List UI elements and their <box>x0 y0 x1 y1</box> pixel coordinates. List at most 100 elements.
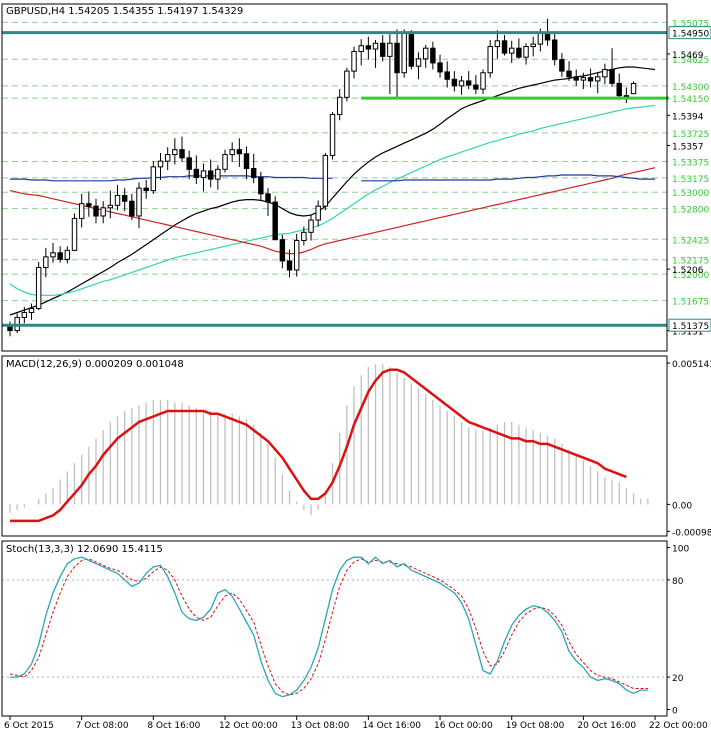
candle-body <box>594 76 601 82</box>
price-tick-label-box <box>669 202 711 215</box>
time-tick-label: 7 Oct 08:00 <box>76 721 129 731</box>
candle-body <box>86 203 92 207</box>
panel-frame <box>1 3 668 352</box>
candle-body <box>387 42 393 57</box>
candle-body <box>157 160 164 168</box>
macd-panel-title: MACD(12,26,9) 0.000209 0.001048 <box>6 359 184 370</box>
candle-body <box>143 187 149 192</box>
candle-body <box>602 68 608 78</box>
price-tick-label: 1.54150 <box>672 95 709 105</box>
time-tick-label: 14 Oct 16:00 <box>362 721 421 731</box>
macd-signal-line <box>10 368 627 523</box>
stoch-tick-label: 20 <box>672 674 684 684</box>
candle-body <box>329 113 336 156</box>
candle-body <box>193 168 200 179</box>
candle-body <box>437 62 443 73</box>
candle-body <box>93 205 99 217</box>
price-tick-label: 1.5131 <box>672 328 704 338</box>
candle-body <box>293 240 300 271</box>
macd-tick-label: 0.005143 <box>672 360 711 370</box>
candle-body <box>121 195 128 202</box>
candle-body <box>322 154 329 207</box>
candle-body <box>229 149 235 156</box>
candle-body <box>43 256 49 269</box>
candle-body <box>344 70 350 98</box>
time-tick-label: 20 Oct 16:00 <box>577 721 636 731</box>
stoch-tick-label: 0 <box>672 707 678 717</box>
price-tick-label: 1.55075 <box>672 19 709 29</box>
candle-body <box>523 46 529 58</box>
price-tick-label: 1.54625 <box>672 56 709 66</box>
candle-body <box>473 84 479 90</box>
price-tick-label: 1.5206 <box>672 266 704 276</box>
time-tick-label: 6 Oct 2015 <box>4 721 54 731</box>
candle-body <box>57 252 63 260</box>
candle-body <box>480 72 486 90</box>
candle-body <box>172 149 178 156</box>
price-tick-label: 1.51675 <box>672 298 709 308</box>
major-level-label: 1.51375 <box>672 322 709 332</box>
candle-body <box>351 50 357 72</box>
candle-body <box>250 167 257 178</box>
price-tick-label: 1.52175 <box>672 257 709 267</box>
price-tick-label: 1.5357 <box>672 143 704 153</box>
candle-body <box>379 42 386 57</box>
candle-body <box>129 200 135 217</box>
candle-body <box>265 193 271 203</box>
candle-body <box>551 39 558 61</box>
candle-body <box>308 219 314 233</box>
candle-body <box>630 82 637 95</box>
candle-body <box>566 70 572 78</box>
candle-body <box>465 80 472 86</box>
moving-average-line <box>361 174 655 182</box>
price-tick-label: 1.53725 <box>672 130 709 140</box>
candle-body <box>430 47 436 64</box>
candle-body <box>458 80 465 87</box>
time-tick-label: 22 Oct 00:00 <box>649 721 708 731</box>
price-tick-label: 1.52000 <box>672 271 709 281</box>
stoch-panel-title: Stoch(13,3,3) 12.0690 15.4115 <box>6 544 163 555</box>
candle-body <box>272 201 278 241</box>
candle-body <box>516 47 522 58</box>
candle-body <box>78 203 85 219</box>
candle-body <box>372 42 379 50</box>
panel-frame <box>1 540 668 717</box>
panel-frame <box>1 355 668 537</box>
candle-body <box>501 40 508 54</box>
candle-body <box>301 231 307 242</box>
price-tick-label-box <box>669 171 711 184</box>
candle-body <box>179 149 185 159</box>
candle-body <box>451 78 458 87</box>
price-tick-label-box <box>669 294 711 307</box>
candle-body <box>394 42 400 74</box>
stoch-main-line <box>10 556 648 698</box>
price-tick-label-box <box>669 253 711 266</box>
candle-body <box>415 58 422 67</box>
price-tick-label: 1.5469 <box>672 51 704 61</box>
candle-body <box>494 40 501 48</box>
price-tick-label: 1.5394 <box>672 112 704 122</box>
candle-body <box>222 154 228 170</box>
candle-body <box>559 59 565 72</box>
price-tick-label: 1.54300 <box>672 83 709 93</box>
moving-average-line <box>9 104 656 296</box>
candle-body <box>150 166 157 192</box>
candle-body <box>358 45 364 52</box>
candle-body <box>7 325 13 332</box>
candle-body <box>50 252 56 258</box>
candle-body <box>573 76 579 81</box>
candle-body <box>580 77 587 81</box>
candle-body <box>21 312 28 318</box>
major-level-box <box>668 318 711 332</box>
time-tick-label: 19 Oct 08:00 <box>506 721 565 731</box>
stoch-tick-label: 100 <box>672 544 689 554</box>
candle-body <box>71 217 78 251</box>
time-tick-label: 16 Oct 00:00 <box>434 721 493 731</box>
candle-body <box>243 153 250 169</box>
price-tick-label-box <box>669 16 711 29</box>
price-tick-label: 1.52800 <box>672 206 709 216</box>
price-tick-label-box <box>669 233 711 246</box>
candle-body <box>28 307 35 314</box>
price-tick-label-box <box>669 53 711 66</box>
